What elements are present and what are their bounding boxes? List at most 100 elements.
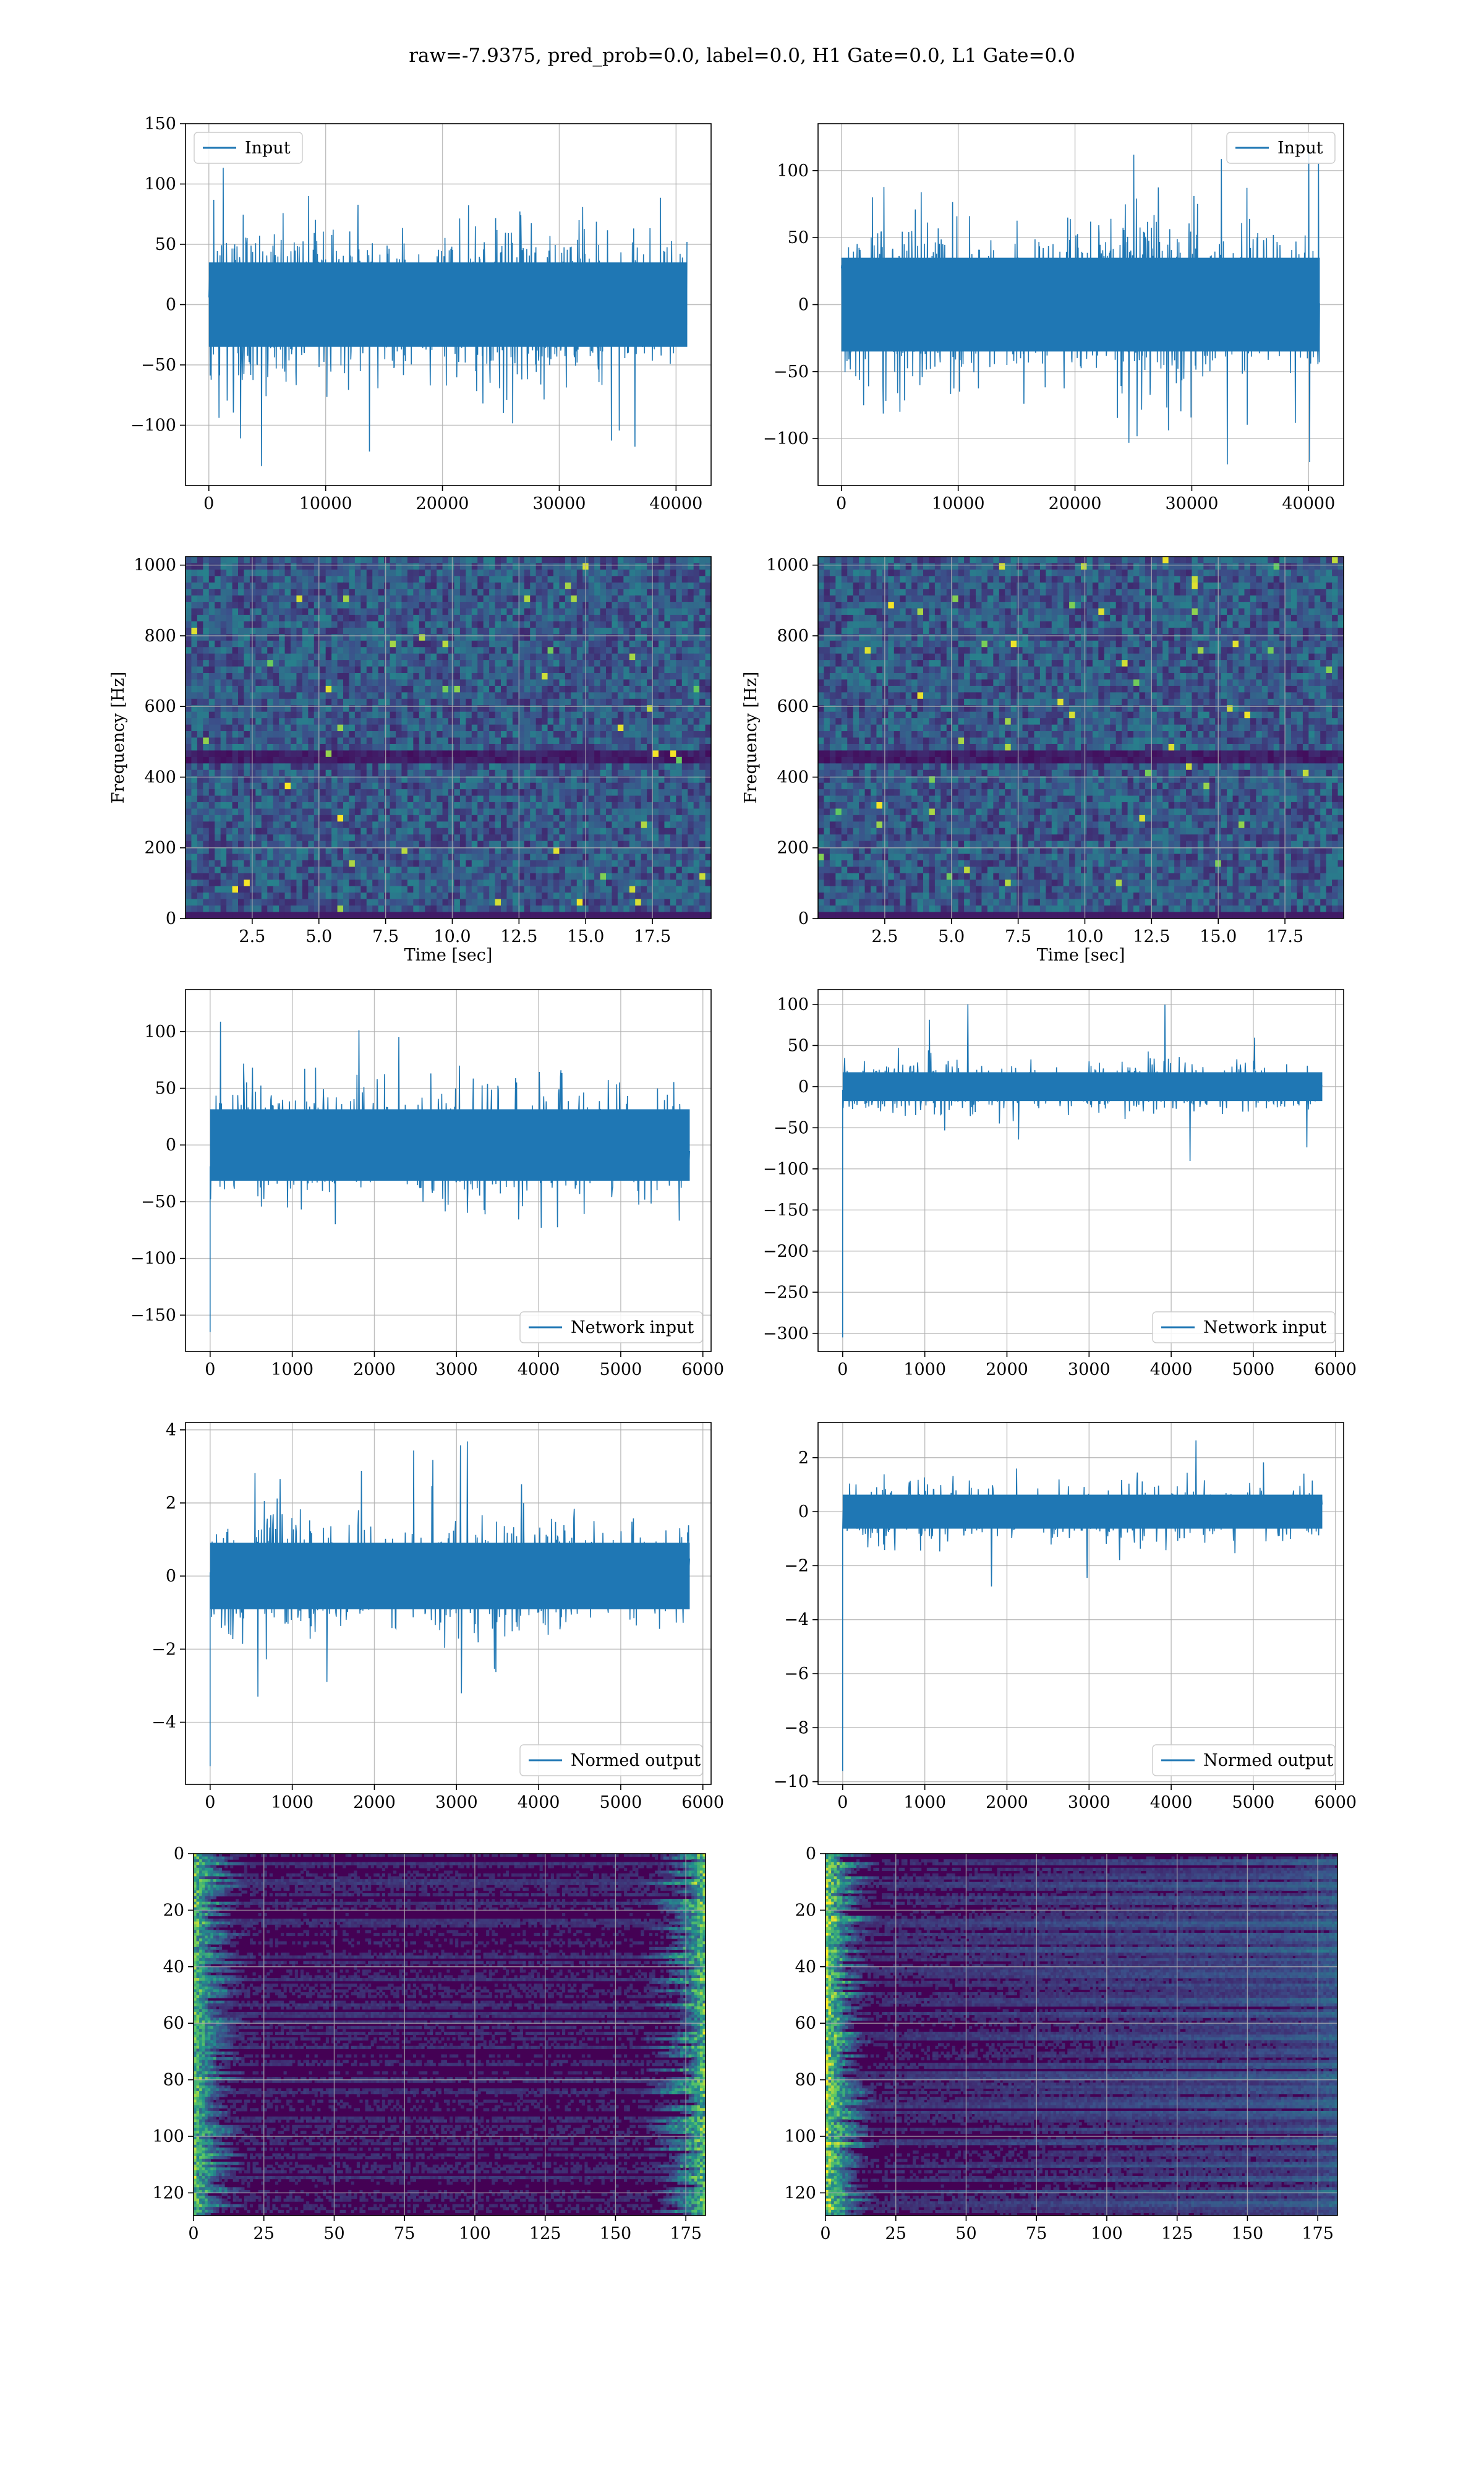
x-tick-label: 50: [323, 2224, 344, 2243]
axes-frame: [817, 989, 1344, 1352]
y-tick-label: 80: [163, 2071, 184, 2090]
plot-area: [186, 1423, 711, 1784]
x-tick-label: 20000: [416, 494, 469, 513]
x-tick-label: 5000: [1232, 1360, 1275, 1379]
heatmap-cells: [818, 557, 1344, 918]
y-tick-label: 40: [163, 1958, 184, 1977]
y-tick-label: 0: [166, 1567, 176, 1586]
series-core: [842, 1494, 1323, 1529]
x-tick-label: 175: [1302, 2224, 1334, 2243]
y-tick-label: 800: [144, 627, 176, 646]
x-tick-label: 30000: [1165, 494, 1218, 513]
x-tick-label: 20000: [1049, 494, 1102, 513]
subplot-p6: 0 1000 2000 3000 4000 5000 6000 −4 −2 0 2 4 Normed o…: [151, 1421, 724, 1812]
x-tick-label: 5000: [1232, 1793, 1275, 1812]
y-tick-label: −100: [763, 1160, 809, 1179]
x-tick-label: 100: [1091, 2224, 1123, 2243]
x-tick-label: 4000: [518, 1360, 560, 1379]
x-tick-label: 2.5: [871, 927, 898, 946]
y-tick-label: 60: [163, 2014, 184, 2033]
y-tick-label: 400: [777, 768, 809, 787]
x-tick-label: 15.0: [1200, 927, 1237, 946]
plot-area: [818, 1423, 1344, 1784]
x-tick-label: 3000: [1068, 1793, 1111, 1812]
x-tick-label: 12.5: [500, 927, 537, 946]
x-tick-label: 5000: [600, 1793, 642, 1812]
y-tick-label: −100: [763, 429, 809, 448]
y-tick-label: 100: [144, 175, 176, 194]
ticks: 2.5 5.0 7.5 10.0 12.5 15.0 17.5 0 200 400 600 800 10…: [134, 556, 671, 946]
x-tick-label: 50: [955, 2224, 976, 2243]
subplot-p8: 0 25 50 75 100 125 150 175 0 20 40 60 80 100 120: [152, 1844, 706, 2243]
y-tick-label: −2: [784, 1556, 809, 1575]
ticks: 0 1000 2000 3000 4000 5000 6000−300−250−200−15…: [763, 995, 1357, 1379]
ticks: 0 25 50 75 100 125 150 175 0 20 40 60 80 100 120: [784, 1844, 1333, 2243]
x-tick-label: 0: [820, 2224, 830, 2243]
y-tick-label: 0: [166, 296, 176, 315]
x-tick-label: 150: [600, 2224, 632, 2243]
y-tick-label: −2: [151, 1640, 176, 1659]
x-tick-label: 75: [394, 2224, 415, 2243]
legend: Normed output: [1152, 1744, 1336, 1776]
x-tick-label: 5.0: [938, 927, 965, 946]
y-tick-label: −8: [784, 1718, 809, 1737]
x-axis-label: Time [sec]: [404, 946, 493, 965]
grid: [825, 1854, 1337, 2215]
ticks: 2.5 5.0 7.5 10.0 12.5 15.0 17.5 0 200 400 600 800 10…: [766, 556, 1303, 946]
figure-title: raw=-7.9375, pred_prob=0.0, label=0.0, H…: [409, 45, 1075, 67]
plot-area: [194, 1854, 706, 2215]
x-tick-label: 40000: [1282, 494, 1335, 513]
plot-area: [825, 1854, 1337, 2215]
x-tick-label: 0: [837, 1360, 848, 1379]
x-tick-label: 1000: [903, 1360, 946, 1379]
y-tick-label: 50: [788, 1036, 809, 1055]
y-tick-label: 0: [798, 909, 809, 928]
series-core: [210, 1109, 690, 1181]
y-tick-label: −10: [774, 1773, 809, 1792]
y-tick-label: 200: [777, 839, 809, 858]
x-tick-label: 15.0: [567, 927, 604, 946]
y-tick-label: 400: [144, 768, 176, 787]
y-tick-label: 0: [798, 1077, 809, 1097]
x-tick-label: 10000: [932, 494, 985, 513]
legend: Input: [194, 132, 303, 164]
series-core: [210, 1543, 690, 1609]
x-tick-label: 10.0: [433, 927, 471, 946]
y-tick-label: −50: [141, 1192, 176, 1212]
y-tick-label: 0: [798, 296, 809, 315]
series-core: [842, 1072, 1323, 1102]
x-tick-label: 125: [529, 2224, 561, 2243]
x-tick-label: 2000: [986, 1793, 1028, 1812]
plot-area: [186, 124, 711, 486]
x-tick-label: 0: [836, 494, 846, 513]
ticks: 0 10000 20000 30000 40000 −100 −50 0 50 100 150: [130, 114, 702, 513]
y-tick-label: 600: [144, 697, 176, 716]
x-tick-label: 17.5: [1266, 927, 1303, 946]
ticks: 0 25 50 75 100 125 150 175 0 20 40 60 80 100 120: [152, 1844, 701, 2243]
x-tick-label: 4000: [518, 1793, 560, 1812]
x-tick-label: 4000: [1150, 1360, 1193, 1379]
y-tick-label: 20: [795, 1901, 816, 1920]
y-tick-label: −100: [130, 1249, 176, 1269]
y-tick-label: 2: [166, 1494, 176, 1513]
subplot-p9: 0 25 50 75 100 125 150 175 0 20 40 60 80 100 120: [784, 1844, 1338, 2243]
x-tick-label: 10.0: [1066, 927, 1103, 946]
legend: Input: [1226, 132, 1336, 164]
y-tick-label: −4: [151, 1713, 176, 1732]
y-tick-label: 0: [806, 1844, 816, 1864]
x-tick-label: 5.0: [305, 927, 332, 946]
y-tick-label: 0: [174, 1844, 184, 1864]
subplot-p2: 2.5 5.0 7.5 10.0 12.5 15.0 17.5 0 200 400 600 800 10…: [109, 556, 712, 965]
grid: [194, 1854, 706, 2215]
plot-area: [186, 990, 711, 1351]
series-line: [842, 1004, 1323, 1338]
series-line: [842, 1440, 1323, 1771]
axes-frame: [193, 1853, 706, 2216]
y-tick-label: 50: [788, 228, 809, 247]
ticks: 0 1000 2000 3000 4000 5000 6000 −10 −8 −6 −4 −2 0 2: [774, 1449, 1357, 1812]
grid: [818, 990, 1344, 1351]
y-tick-label: −6: [784, 1664, 809, 1684]
y-tick-label: 50: [155, 235, 176, 254]
x-tick-label: 30000: [532, 494, 586, 513]
